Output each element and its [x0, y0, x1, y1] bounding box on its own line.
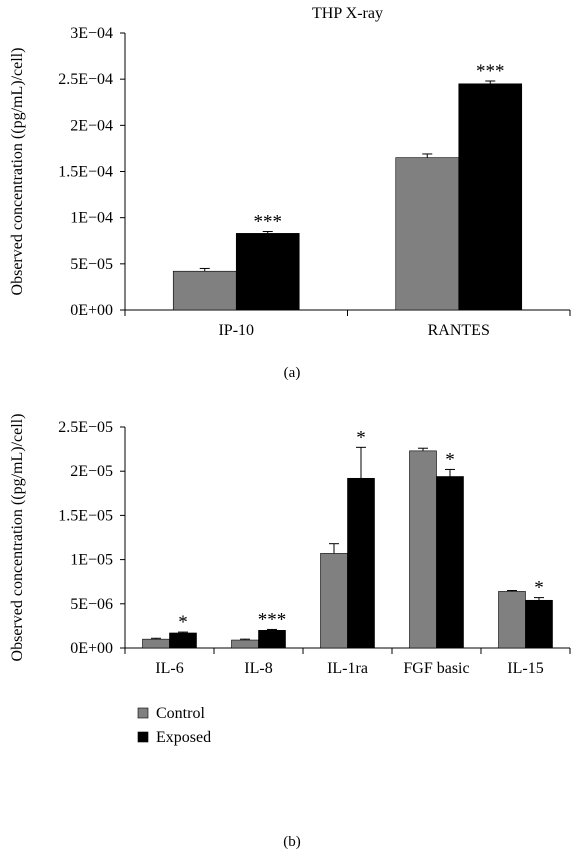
category-label: IL-1ra: [327, 660, 368, 677]
y-tick-label: 5E−05: [70, 256, 113, 273]
bar-exposed-2: [348, 478, 375, 648]
significance-mark: *: [445, 449, 455, 470]
category-label: FGF basic: [403, 660, 469, 677]
chart-title: THP X-ray: [312, 5, 383, 22]
bar-exposed-3: [437, 477, 464, 648]
significance-mark: *: [356, 427, 366, 448]
y-axis-title: Observed concentration ((pg/mL)/cell): [9, 414, 26, 662]
y-tick-label: 2.5E−04: [58, 71, 113, 88]
bar-control-1: [232, 640, 259, 648]
category-label: IL-8: [244, 660, 272, 677]
bar-control-1: [396, 158, 459, 310]
bar-exposed-4: [526, 600, 553, 648]
y-tick-label: 0E+00: [70, 640, 113, 657]
legend-label: Control: [156, 705, 205, 722]
y-tick-label: 1E−04: [70, 210, 113, 227]
category-label: IP-10: [218, 322, 254, 339]
bar-exposed-1: [259, 630, 286, 648]
bar-exposed-0: [170, 633, 197, 648]
panel-label: (a): [284, 365, 301, 381]
legend-swatch-control: [138, 708, 148, 718]
category-label: IL-15: [507, 660, 543, 677]
significance-mark: *: [534, 578, 544, 599]
chart-panel-a: 0E+00 5E−05 1E−04 1.5E−04 2E−04 2.5E−04 3E−04 *…: [9, 5, 570, 381]
y-tick-label: 1E−05: [70, 552, 113, 569]
bar-exposed-1: [459, 84, 522, 310]
y-tick-label: 1.5E−05: [58, 507, 113, 524]
significance-mark: ***: [476, 61, 505, 82]
y-tick-label: 2.5E−05: [58, 419, 113, 436]
bar-control-2: [321, 553, 348, 648]
legend: Control Exposed: [138, 705, 211, 746]
bar-control-4: [499, 591, 526, 648]
bar-control-0: [173, 271, 236, 310]
legend-swatch-exposed: [138, 732, 148, 742]
bar-exposed-0: [236, 233, 299, 310]
y-axis-title: Observed concentration ((pg/mL)/cell): [9, 48, 26, 296]
category-label: RANTES: [428, 322, 490, 339]
y-tick-label: 2E−04: [70, 117, 113, 134]
y-tick-label: 0E+00: [70, 302, 113, 319]
category-label: IL-6: [155, 660, 183, 677]
significance-mark: *: [178, 612, 188, 633]
bar-control-0: [143, 639, 170, 648]
chart-panel-b: 0E+00 5E−06 1E−05 1.5E−05 2E−05 2.5E−05 * IL-6 *…: [9, 414, 570, 850]
bar-control-3: [410, 451, 437, 648]
y-tick-label: 2E−05: [70, 463, 113, 480]
panel-label: (b): [283, 834, 301, 850]
y-tick-label: 5E−06: [70, 596, 113, 613]
significance-mark: ***: [258, 609, 287, 630]
legend-label: Exposed: [156, 729, 211, 746]
significance-mark: ***: [254, 212, 283, 233]
y-tick-label: 1.5E−04: [58, 164, 113, 181]
y-tick-label: 3E−04: [70, 25, 113, 42]
